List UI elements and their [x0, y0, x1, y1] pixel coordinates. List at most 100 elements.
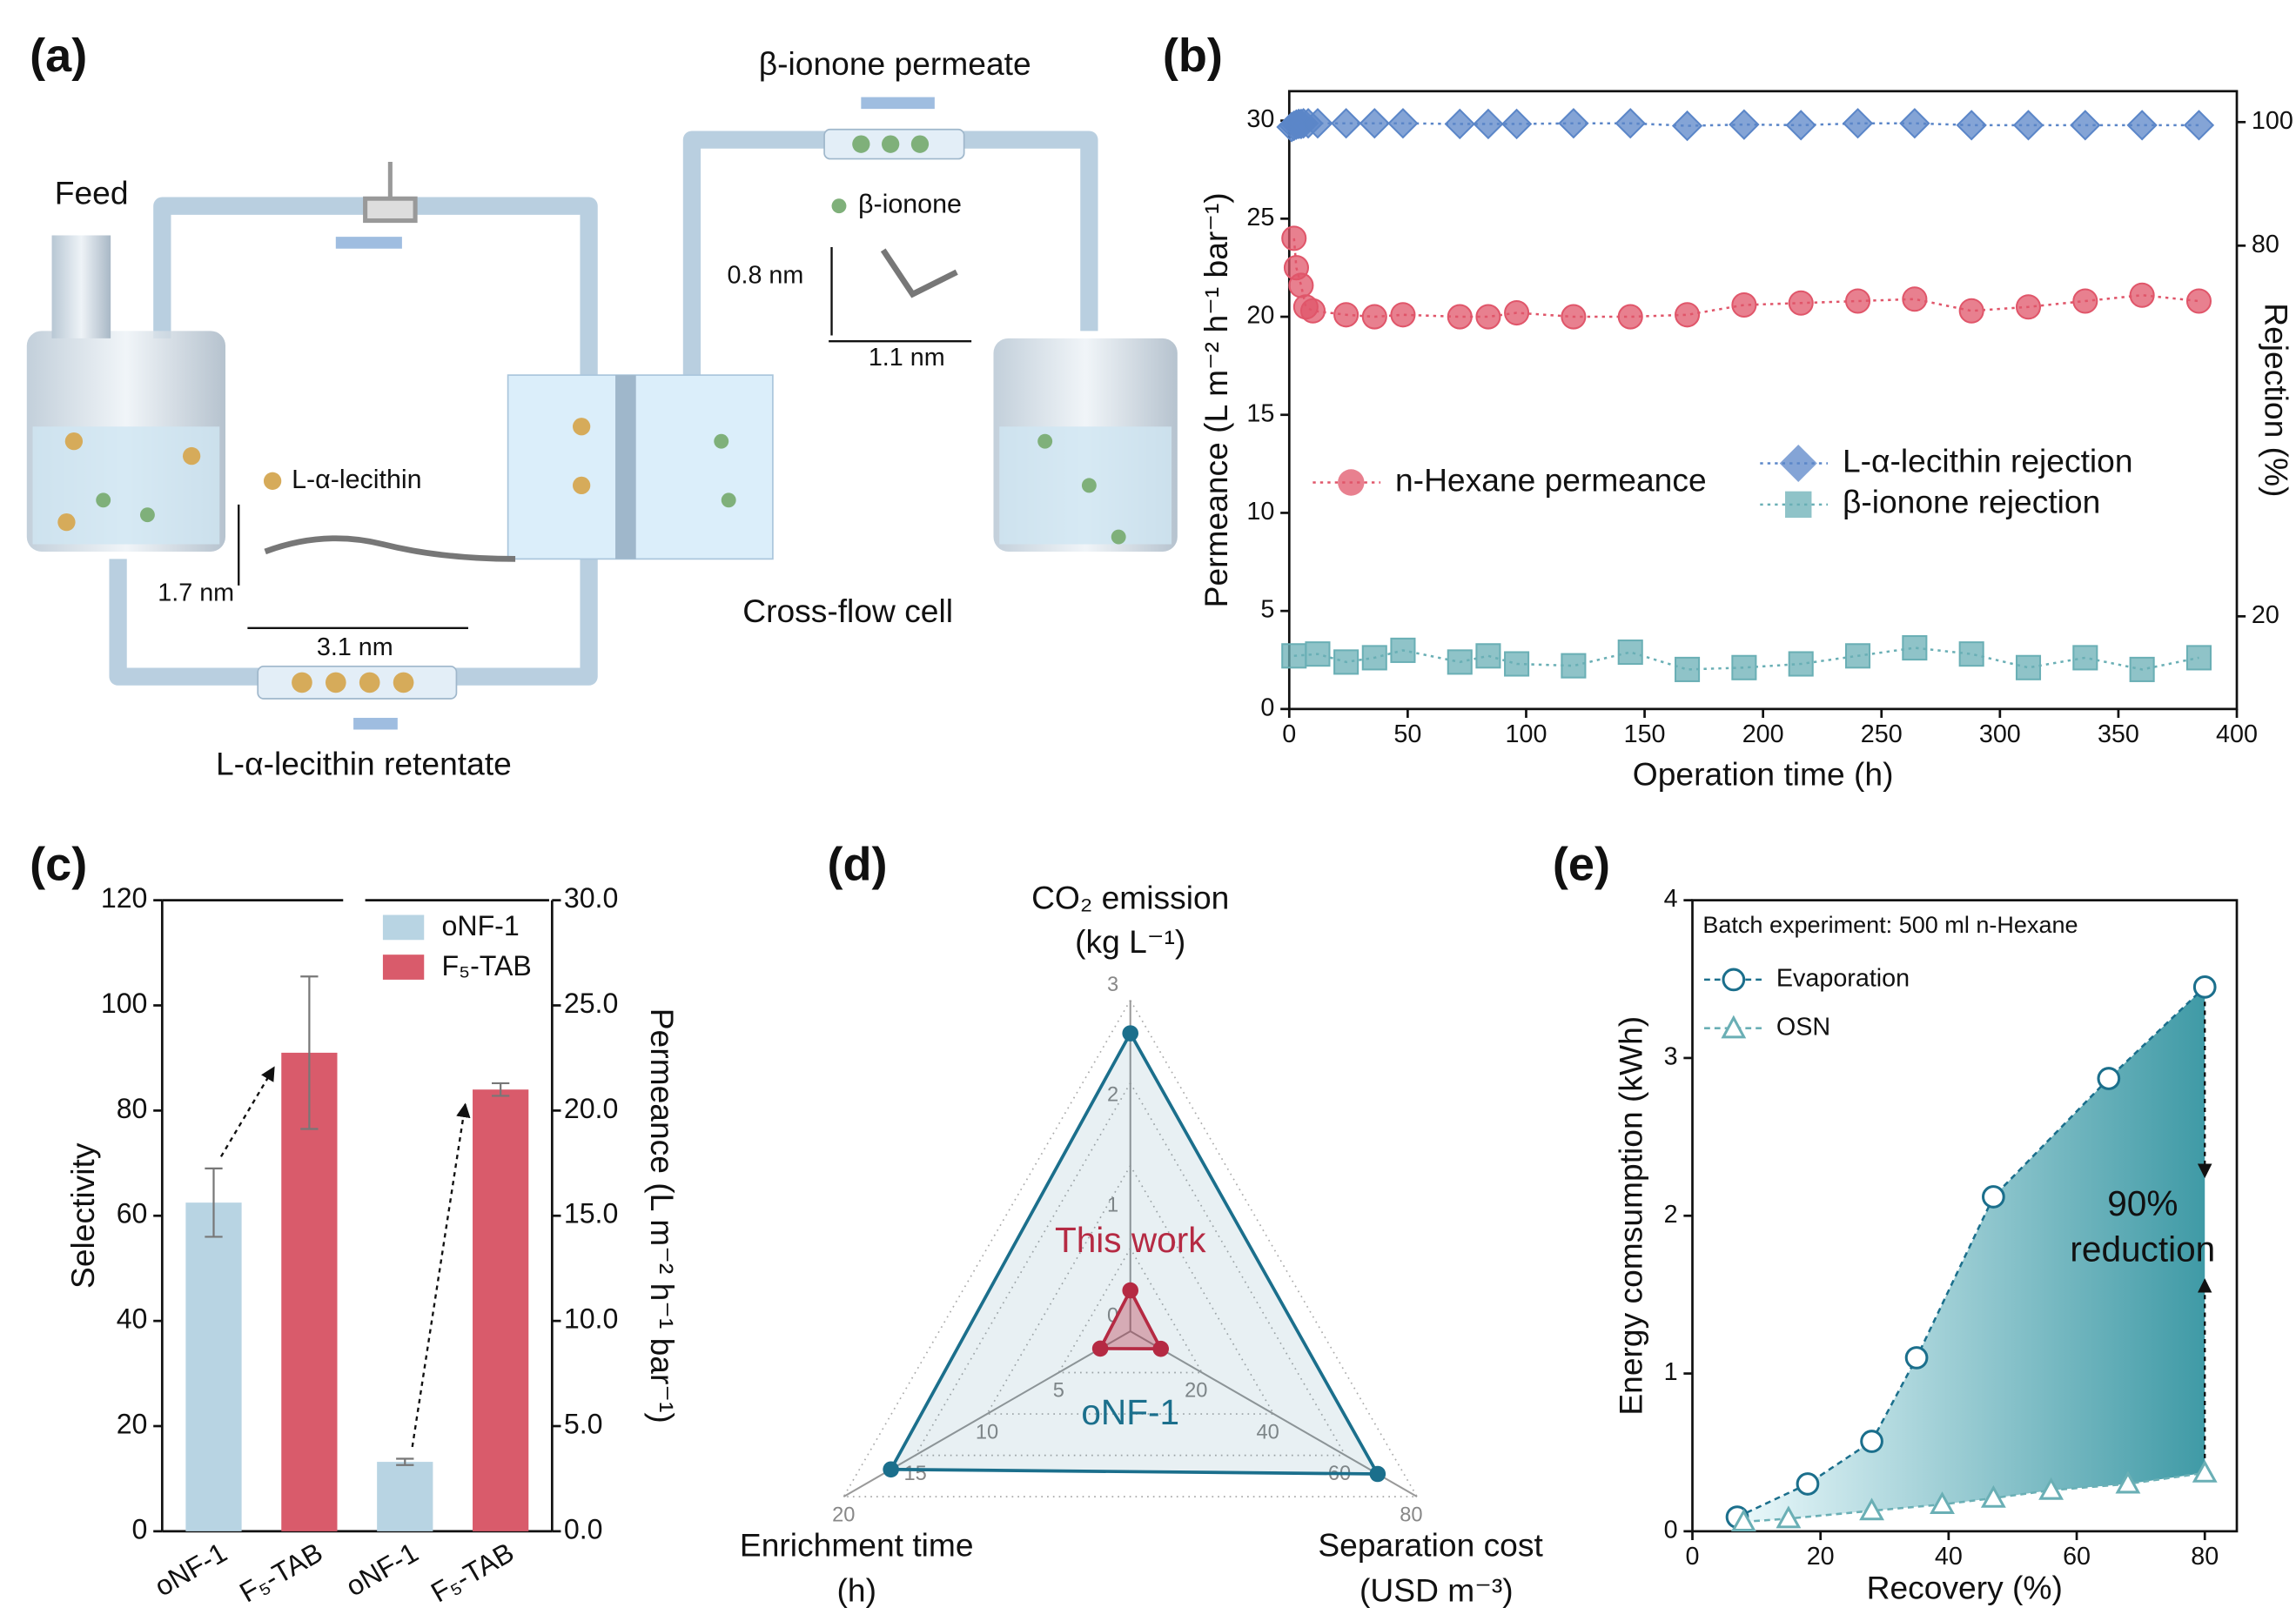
y-tick-label: 40 — [117, 1303, 148, 1335]
x-tick-label: F₅-TAB — [234, 1537, 327, 1609]
stirrer — [51, 235, 111, 338]
point — [1475, 643, 1501, 669]
y-tick-label: 20 — [1246, 302, 1274, 330]
panel-label: (b) — [1163, 30, 1223, 82]
valve — [363, 161, 418, 224]
point — [1982, 1185, 2005, 1209]
x-tick-label: 300 — [1979, 720, 2021, 748]
point — [2192, 975, 2217, 999]
legend-swatch — [1779, 445, 1817, 483]
point — [1561, 653, 1587, 679]
point — [1980, 1484, 2006, 1508]
x-tick-label: F₅-TAB — [426, 1537, 519, 1609]
y-tick-label: 0 — [1260, 693, 1274, 721]
legend-label: β-ionone rejection — [1843, 484, 2100, 520]
x-axis-label: Recovery (%) — [1867, 1569, 2063, 1605]
point — [2129, 282, 2155, 308]
point — [2070, 110, 2101, 141]
point — [1504, 299, 1530, 326]
y-tick-label: 4 — [1664, 885, 1678, 913]
molecule — [264, 248, 958, 562]
y-axis-label: Energy comsumption (kWh) — [1613, 1016, 1649, 1416]
bar — [473, 1089, 529, 1531]
point — [1369, 1465, 1386, 1483]
legend-swatch — [1721, 1015, 1747, 1039]
series-label: oNF-1 — [1081, 1392, 1179, 1432]
point — [1122, 1282, 1139, 1299]
point — [2097, 1067, 2121, 1090]
point — [1447, 304, 1473, 330]
x-tick-label: 0 — [1282, 720, 1296, 748]
tick-label: 2 — [1107, 1084, 1118, 1107]
legend-swatch — [1338, 469, 1365, 496]
x-tick-label: 80 — [2191, 1543, 2219, 1571]
label: L-α-lecithin retentate — [216, 746, 512, 782]
spoke — [1130, 1330, 1418, 1498]
legend-swatch — [1785, 491, 1812, 519]
point — [1390, 302, 1416, 328]
x-tick-label: 0 — [1686, 1543, 1700, 1571]
x-tick-label: 350 — [2098, 720, 2139, 748]
label: 0.8 nm — [728, 261, 804, 289]
y-tick-label: 120 — [101, 882, 148, 914]
point — [1671, 110, 1703, 142]
point — [1281, 225, 1307, 251]
point — [1904, 1346, 1929, 1370]
y-tick-label: 0 — [1664, 1516, 1678, 1544]
point — [1615, 108, 1646, 139]
point — [1333, 649, 1359, 675]
dimension-lines — [238, 247, 972, 630]
x-axis-label: Operation time (h) — [1633, 755, 1894, 792]
tick-label: 20 — [832, 1504, 855, 1526]
point — [2183, 110, 2215, 141]
y2-tick-label: 80 — [2252, 231, 2279, 258]
y2-tick-label: 100 — [2252, 107, 2293, 135]
legend-swatch — [1722, 968, 1746, 992]
point — [1675, 302, 1701, 328]
y-tick-label: 5.0 — [564, 1408, 603, 1439]
y-tick-label: 10 — [1246, 498, 1274, 526]
tick-label: 5 — [1053, 1380, 1064, 1403]
point — [2072, 645, 2098, 671]
point — [1447, 649, 1473, 675]
point — [1731, 654, 1757, 680]
point — [1617, 304, 1643, 330]
point — [1152, 1340, 1170, 1357]
x-tick-label: 20 — [1807, 1543, 1835, 1571]
x-tick-label: oNF-1 — [149, 1537, 232, 1603]
tick-label: 80 — [1400, 1504, 1422, 1526]
point — [2015, 654, 2042, 680]
point — [1617, 639, 1643, 666]
point — [1475, 304, 1501, 330]
y-tick-label: 25 — [1246, 204, 1274, 231]
point — [1288, 272, 1314, 298]
point — [1305, 641, 1331, 667]
trend-arrow — [411, 1102, 471, 1448]
axis-unit: (USD m⁻³) — [1359, 1572, 1514, 1609]
x-tick-label: 100 — [1506, 720, 1547, 748]
x-tick-label: 40 — [1935, 1543, 1963, 1571]
y-tick-label: 0 — [132, 1513, 148, 1544]
point — [2185, 645, 2212, 671]
point — [2192, 1459, 2218, 1483]
trend-arrow — [219, 1066, 275, 1157]
point — [2126, 110, 2158, 141]
panel-label: (d) — [827, 839, 887, 891]
y-tick-label: 25.0 — [564, 988, 619, 1019]
point — [1361, 645, 1387, 671]
point — [1675, 656, 1701, 682]
error-bar — [300, 975, 319, 1130]
tick-label: 15 — [903, 1463, 926, 1485]
grid — [842, 998, 1419, 1497]
point — [1902, 286, 1928, 312]
tick-label: 20 — [1185, 1380, 1207, 1403]
tick-label: 40 — [1256, 1421, 1279, 1443]
legend-label: F₅-TAB — [442, 950, 532, 981]
grid — [1057, 1247, 1204, 1374]
point — [2072, 288, 2098, 314]
point — [1500, 108, 1533, 140]
point — [883, 1461, 899, 1478]
point — [2129, 656, 2155, 682]
y-tick-label: 2 — [1664, 1201, 1678, 1229]
y-axis-label: Permeance (L m⁻² h⁻¹ bar⁻¹) — [644, 1008, 681, 1423]
